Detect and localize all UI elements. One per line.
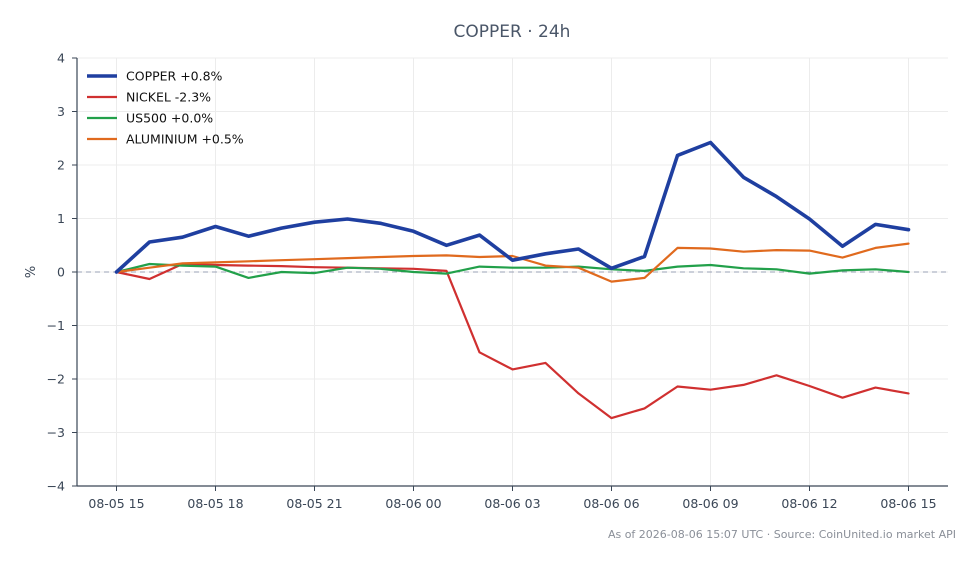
series-line-us500 [115,262,910,279]
chart-title: COPPER · 24h [454,22,571,42]
x-tick-label: 08-06 06 [583,496,639,511]
x-tick-label: 08-05 18 [187,496,243,511]
series-line-aluminium [115,242,910,283]
y-tick-label: −3 [47,425,65,440]
legend-item-nickel: NICKEL -2.3% [87,90,211,105]
y-axis-label: % [24,266,39,278]
axes [72,57,948,491]
x-tick-label: 08-06 03 [484,496,540,511]
y-tick-label: 3 [57,104,65,119]
legend-item-aluminium: ALUMINIUM +0.5% [87,132,244,147]
legend-label: COPPER +0.8% [126,69,223,84]
legend-item-us500: US500 +0.0% [87,111,213,126]
source-footer: As of 2026-08-06 15:07 UTC · Source: Coi… [608,528,956,541]
tick-labels: 4 3 2 1 0 −1 −2 −3 −4 08-05 15 08-05 18 08-05 21 08-… [47,51,937,512]
y-tick-label: 1 [57,211,65,226]
legend-label: US500 +0.0% [126,111,213,126]
y-tick-label: −4 [47,479,65,494]
x-tick-label: 08-05 15 [88,496,144,511]
series-layer [114,140,911,420]
x-tick-label: 08-06 00 [385,496,441,511]
series-line-nickel [115,262,910,420]
y-tick-label: 4 [57,51,65,66]
y-tick-label: −2 [47,372,65,387]
legend-label: ALUMINIUM +0.5% [126,132,244,147]
series-line-copper [114,140,911,274]
legend-label: NICKEL -2.3% [126,90,211,105]
x-tick-label: 08-05 21 [286,496,342,511]
x-tick-label: 08-06 12 [781,496,837,511]
legend: COPPER +0.8% NICKEL -2.3% US500 +0.0% ALUMI… [87,69,244,147]
legend-item-copper: COPPER +0.8% [87,69,223,84]
y-tick-label: 2 [57,158,65,173]
x-tick-label: 08-06 15 [880,496,936,511]
x-tick-label: 08-06 09 [682,496,738,511]
y-tick-label: 0 [57,265,65,280]
y-tick-label: −1 [47,318,65,333]
